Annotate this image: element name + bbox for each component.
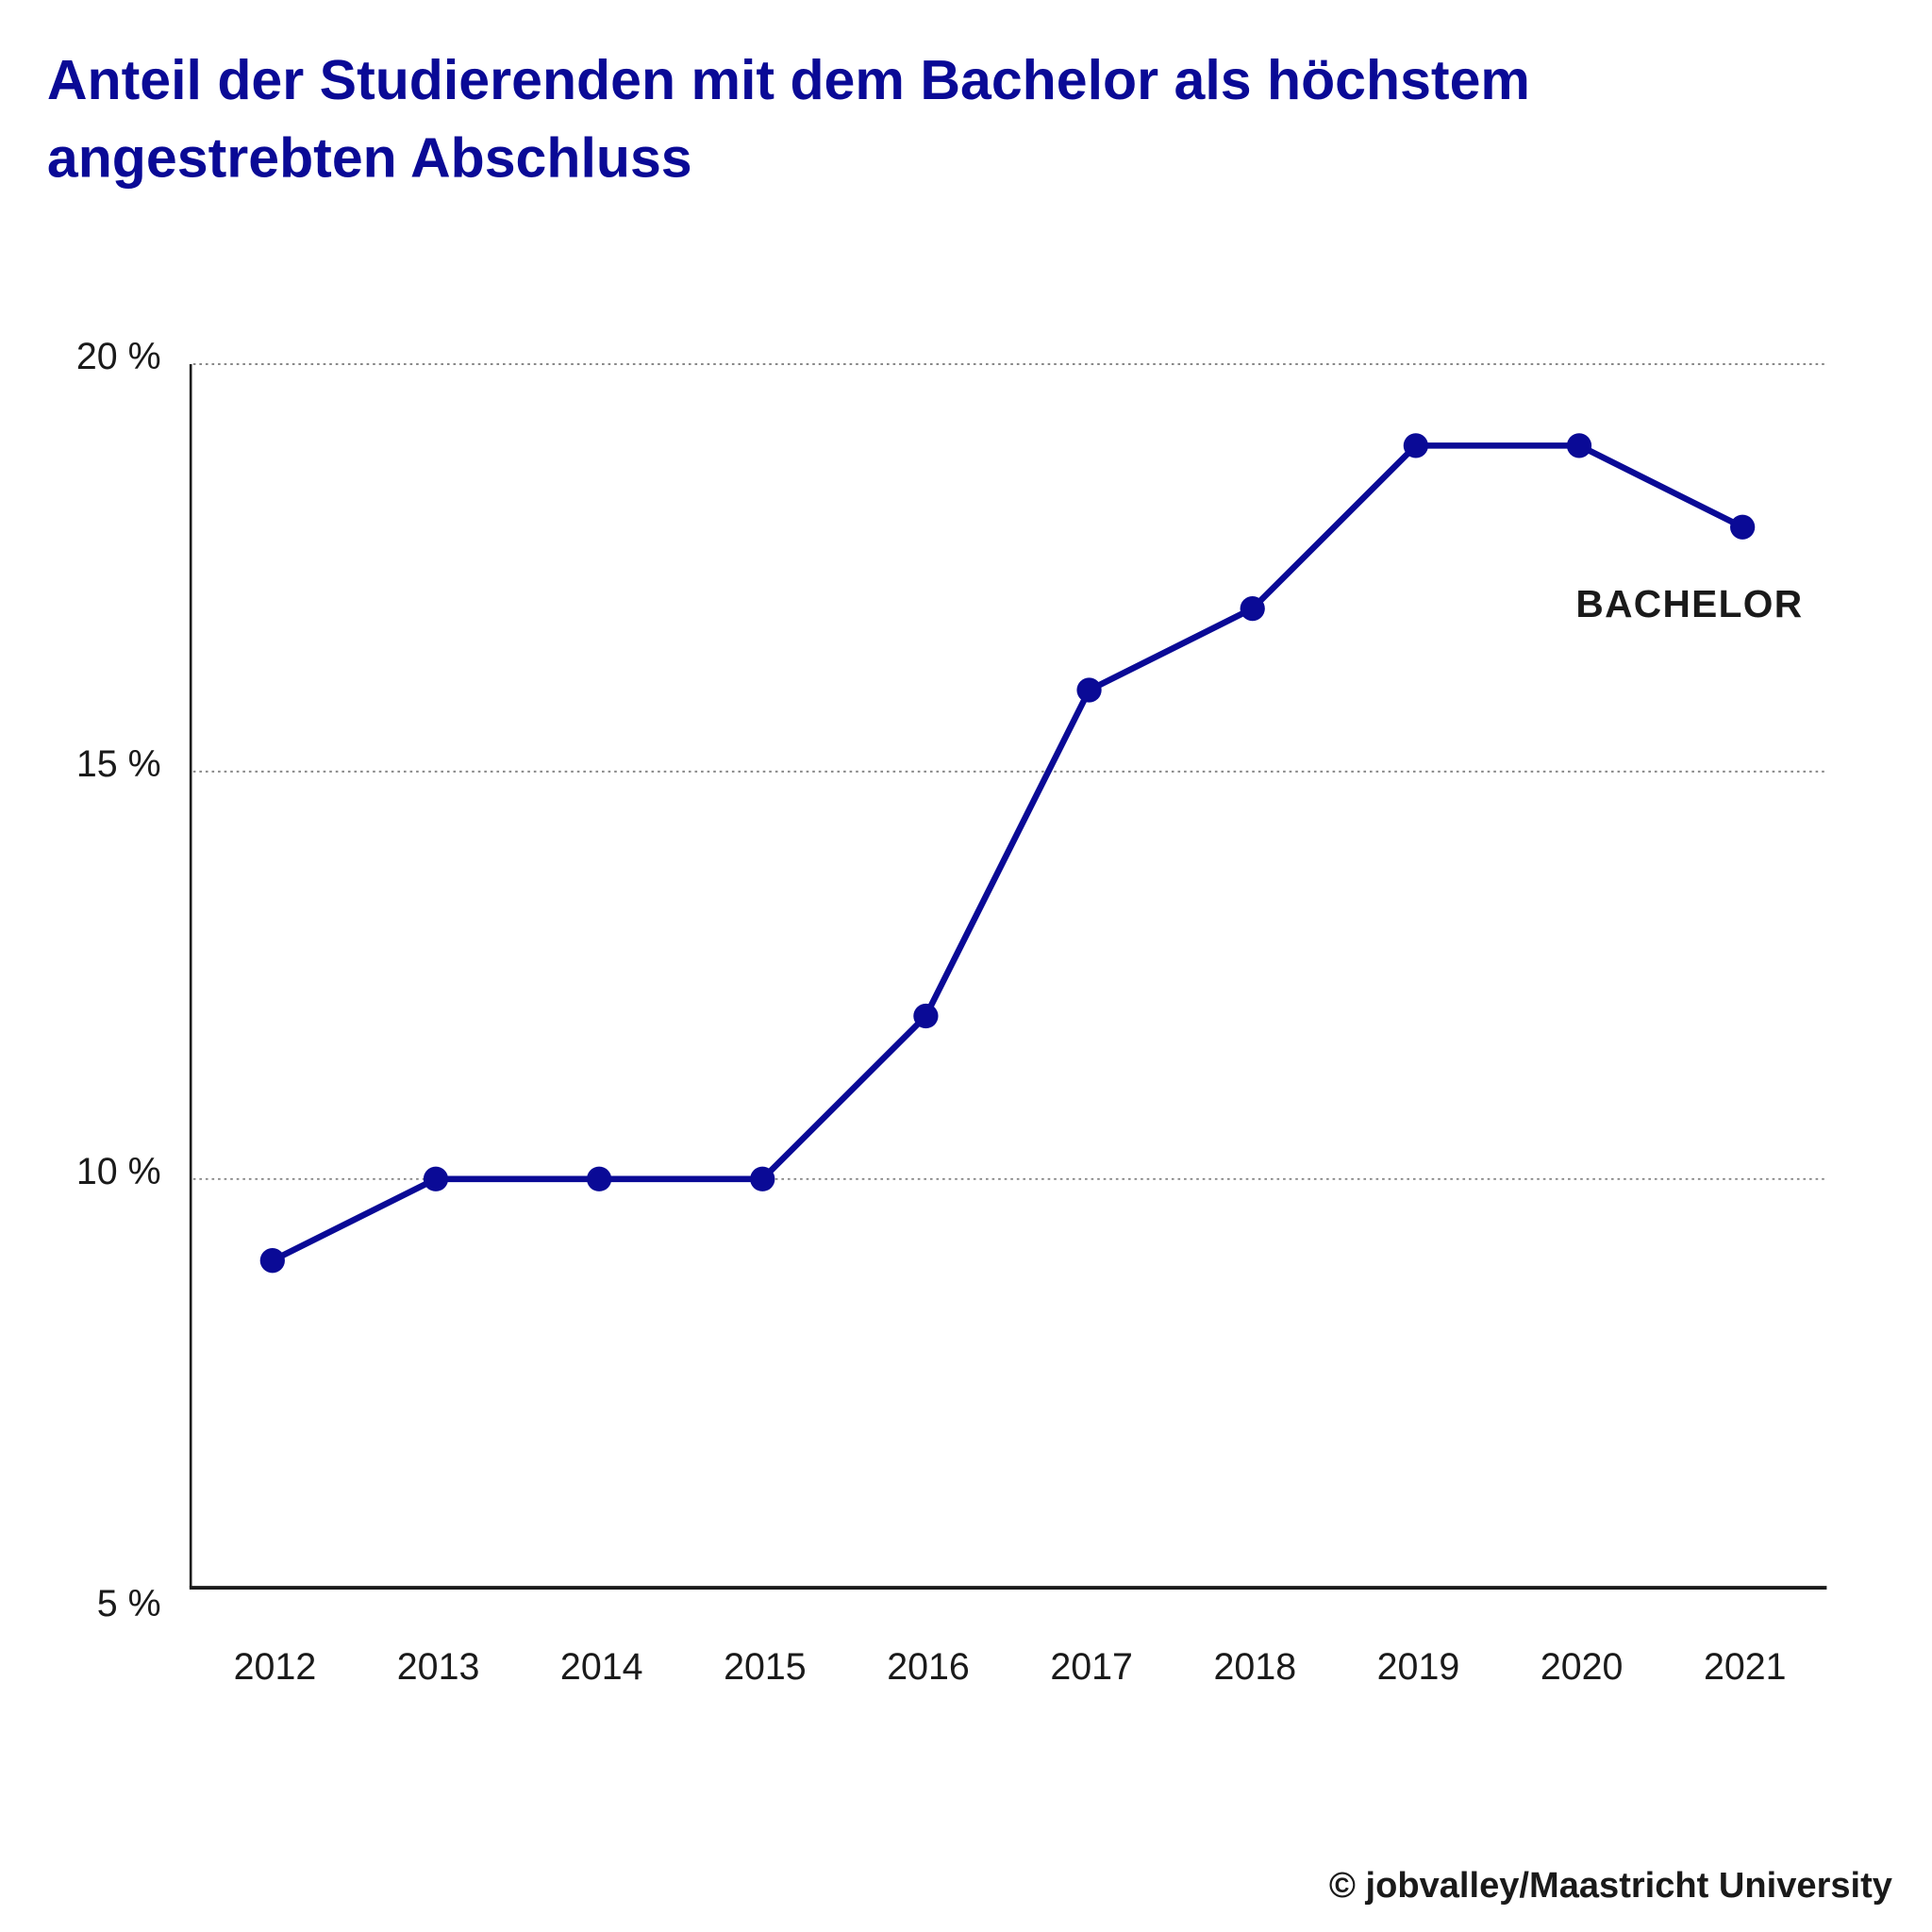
y-tick-label: 20 % <box>76 336 161 377</box>
y-tick-label: 10 % <box>76 1151 161 1192</box>
y-tick-label: 15 % <box>76 743 161 785</box>
data-point <box>259 1248 285 1274</box>
chart-title-line-2: angestrebten Abschluss <box>47 127 692 190</box>
data-point <box>1240 595 1265 622</box>
data-point <box>1730 514 1756 540</box>
x-tick-label: 2015 <box>724 1646 807 1688</box>
x-tick-label: 2018 <box>1214 1646 1297 1688</box>
data-point <box>1076 677 1102 703</box>
data-point <box>586 1166 612 1191</box>
credit: © jobvalley/Maastricht University <box>1329 1866 1892 1906</box>
x-tick-label: 2012 <box>234 1646 317 1688</box>
x-tick-label: 2021 <box>1704 1646 1787 1688</box>
data-point <box>423 1166 449 1191</box>
x-tick-label: 2016 <box>887 1646 970 1688</box>
data-point <box>750 1166 775 1191</box>
x-tick-label: 2020 <box>1541 1646 1624 1688</box>
x-tick-label: 2019 <box>1377 1646 1460 1688</box>
series-line <box>271 442 1744 1264</box>
x-tick-label: 2014 <box>560 1646 643 1688</box>
x-tick-label: 2013 <box>397 1646 480 1688</box>
data-point <box>1403 433 1428 458</box>
x-tick-label: 2017 <box>1050 1646 1133 1688</box>
series-label: BACHELOR <box>1575 582 1803 625</box>
data-point <box>913 1003 939 1029</box>
data-point <box>1566 433 1592 458</box>
chart-title-line-1: Anteil der Studierenden mit dem Bachelor… <box>47 49 1530 111</box>
y-tick-label: 5 % <box>97 1583 161 1624</box>
